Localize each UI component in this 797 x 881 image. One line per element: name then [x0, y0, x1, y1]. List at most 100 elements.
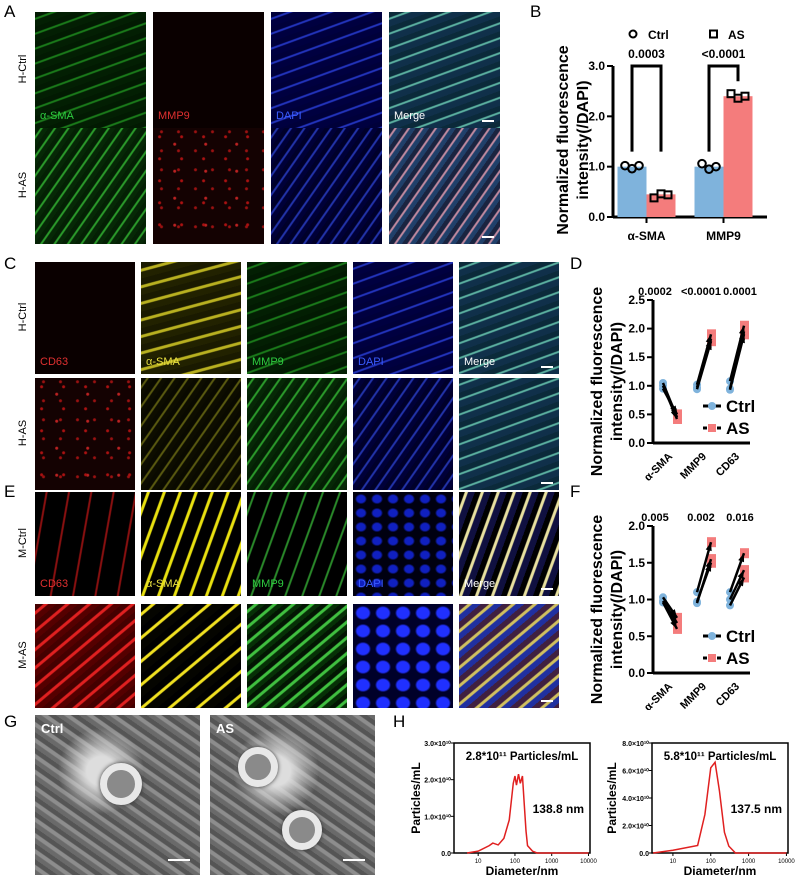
x-tick-label: MMP9 [706, 229, 741, 243]
y-tick-label: 0.5 [628, 407, 645, 421]
data-point-as [673, 612, 682, 623]
micrograph-merge-h-ctrl: Merge [389, 12, 500, 128]
p-value: 0.005 [641, 512, 669, 524]
y-axis-label: Particles/mL [605, 762, 619, 833]
row-label: M-AS [17, 641, 29, 669]
micrograph-dapi-h-ctrl: DAPI [353, 262, 453, 374]
p-value: <0.0001 [702, 47, 746, 61]
y-axis-label: Particles/mL [409, 762, 423, 833]
x-tick-label: MMP9 [678, 681, 709, 710]
micrograph-mmp9-h-as [153, 128, 264, 244]
panel-letter-c: C [4, 254, 17, 273]
paired-line [695, 541, 713, 593]
panel-letter-a: A [4, 2, 16, 21]
scale-bar [343, 859, 365, 861]
bar-ctrl [694, 166, 724, 217]
x-tick-label: α-SMA [642, 681, 675, 710]
micrograph-cd63-h-as [35, 378, 135, 490]
x-tick-label: α-SMA [642, 451, 675, 484]
size-distribution-line [653, 760, 787, 854]
exosome-vesicle [282, 810, 322, 850]
y-tick-label: 8.0×10¹⁰ [622, 740, 649, 748]
data-point-ctrl [726, 385, 734, 394]
micrograph-dapi-h-as [353, 378, 453, 490]
data-point-ctrl [634, 160, 644, 171]
data-point-as [663, 190, 673, 200]
channel-label: CD63 [40, 356, 69, 368]
channel-label: Merge [394, 110, 426, 122]
y-tick-label: 3.0 [588, 59, 605, 73]
x-tick-label: MMP9 [678, 451, 709, 482]
paired-line [728, 334, 746, 391]
x-tick-label: 100 [706, 859, 717, 865]
legend-as-marker [708, 654, 716, 662]
x-tick-label: CD63 [714, 681, 742, 709]
x-axis-label: Diameter/nm [486, 864, 559, 878]
data-point-as [707, 537, 716, 548]
peak-size-label: 138.8 nm [533, 802, 584, 816]
x-tick-label: 10000 [778, 859, 795, 865]
channel-label: DAPI [276, 110, 302, 122]
p-value: 0.0001 [723, 286, 757, 298]
bar-ctrl [617, 166, 647, 217]
micrograph-mmp9-h-as [247, 378, 347, 490]
legend-as-label: AS [728, 28, 745, 42]
y-tick-label: 1.0 [628, 379, 645, 393]
data-point-as [726, 89, 736, 99]
micrograph-merge-m-ctrl: Merge [459, 492, 559, 596]
micrograph-sma-h-ctrl: α-SMA [35, 12, 146, 128]
micrograph-dapi-h-as [271, 128, 382, 244]
micrograph-mmp9-m-ctrl: MMP9 [247, 492, 347, 596]
arrow-head [705, 542, 712, 552]
x-tick-label: 10 [475, 859, 482, 865]
row-label: H-AS [17, 419, 29, 447]
scale-bar [482, 120, 494, 122]
micrograph-sma-m-as [141, 604, 241, 708]
plot-frame [453, 742, 591, 854]
y-tick-label: 2.0 [588, 109, 605, 123]
data-point-as [740, 572, 749, 583]
panel-letter-b: B [530, 2, 542, 21]
legend-ctrl-label: Ctrl [726, 627, 755, 646]
x-tick-label: 1000 [545, 859, 559, 865]
tem-label-ctrl: Ctrl [41, 721, 64, 736]
bar-as [646, 194, 676, 217]
particle-concentration: 2.8*10¹¹ Particles/mL [466, 751, 579, 763]
row-label: H-Ctrl [17, 302, 29, 332]
y-axis-label: intensity(/DAPI) [575, 80, 592, 199]
p-value: 0.0002 [638, 286, 672, 298]
exosome-vesicle [100, 763, 142, 805]
legend-as-marker [709, 29, 718, 39]
panel-letter-e: E [4, 482, 16, 501]
panel-letter-g: G [4, 712, 18, 731]
p-value: 0.0003 [628, 47, 665, 61]
x-tick-label: 10 [670, 859, 677, 865]
channel-label: Merge [464, 578, 496, 590]
micrograph-mmp9-h-ctrl: MMP9 [247, 262, 347, 374]
bar-as [723, 96, 753, 217]
x-tick-label: 1000 [742, 859, 756, 865]
arrow-head [705, 562, 712, 572]
y-tick-label: 0.0 [628, 436, 645, 450]
x-tick-label: 10000 [580, 859, 597, 865]
y-axis-label: Normalized fluorescence [555, 45, 572, 235]
channel-label: MMP9 [252, 356, 284, 368]
scale-bar [541, 366, 553, 368]
y-axis-label: Normalized fluorescence [589, 515, 606, 705]
arrow-head [737, 570, 744, 580]
data-point-as [740, 91, 750, 101]
micrograph-sma-h-as [35, 128, 146, 244]
data-point-as [740, 548, 749, 559]
micrograph-sma-h-as [141, 378, 241, 490]
x-tick-label: α-SMA [627, 229, 665, 243]
data-point-as [673, 618, 682, 629]
micrograph-merge-h-as [389, 128, 500, 244]
p-value: <0.0001 [681, 286, 721, 298]
x-axis-label: Diameter/nm [684, 864, 757, 878]
legend-ctrl-label: Ctrl [726, 397, 755, 416]
y-axis-label: Normalized fluorescence [589, 287, 606, 477]
y-tick-label: 2.0 [628, 322, 645, 336]
significance-bracket [630, 64, 663, 152]
micrograph-sma-h-ctrl: α-SMA [141, 262, 241, 374]
y-tick-label: 6.0×10¹⁰ [622, 768, 649, 776]
